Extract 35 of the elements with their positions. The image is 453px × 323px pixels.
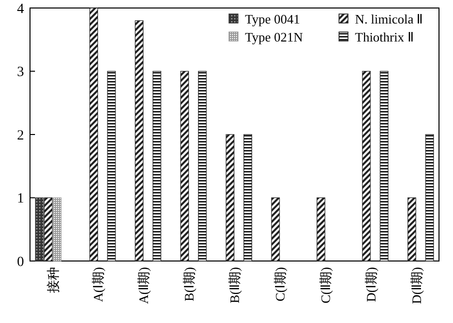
x-tick-label: D(Ⅰ期)	[363, 267, 378, 302]
bar	[226, 134, 234, 262]
bar	[44, 197, 53, 262]
bar	[134, 20, 144, 262]
bar	[89, 8, 98, 262]
bar	[35, 197, 44, 262]
x-tick-label: C(Ⅰ期)	[272, 267, 288, 302]
x-tick-label: B(Ⅰ期)	[182, 267, 197, 302]
bar	[107, 70, 116, 262]
y-tick-label: 2	[17, 128, 24, 144]
bar	[198, 70, 207, 262]
x-tick-label: A(Ⅰ期)	[90, 267, 106, 302]
bar	[52, 197, 62, 262]
bar	[362, 70, 371, 262]
y-tick-label: 0	[17, 254, 24, 270]
bar	[244, 134, 252, 262]
bar	[316, 197, 326, 262]
x-tick-label: B(Ⅱ期)	[227, 267, 242, 304]
x-tick-label: 接种	[45, 267, 60, 293]
legend-label: N. limicola Ⅱ	[355, 12, 423, 27]
legend-label: Type 021N	[245, 30, 304, 45]
legend-label: Type 0041	[245, 12, 300, 27]
bar	[271, 197, 280, 262]
bar	[425, 134, 434, 262]
bar	[408, 197, 416, 262]
y-tick-label: 3	[17, 65, 24, 80]
legend-label: Thiothrix Ⅱ	[355, 30, 414, 45]
x-tick-label: D(Ⅱ期)	[408, 267, 424, 304]
bar	[180, 70, 189, 262]
x-tick-label: A(Ⅱ期)	[136, 267, 152, 304]
x-tick-label: C(Ⅱ期)	[318, 267, 333, 304]
y-tick-label: 4	[17, 2, 24, 17]
bar	[152, 70, 162, 262]
bar	[380, 70, 388, 262]
y-tick-label: 1	[17, 192, 24, 207]
